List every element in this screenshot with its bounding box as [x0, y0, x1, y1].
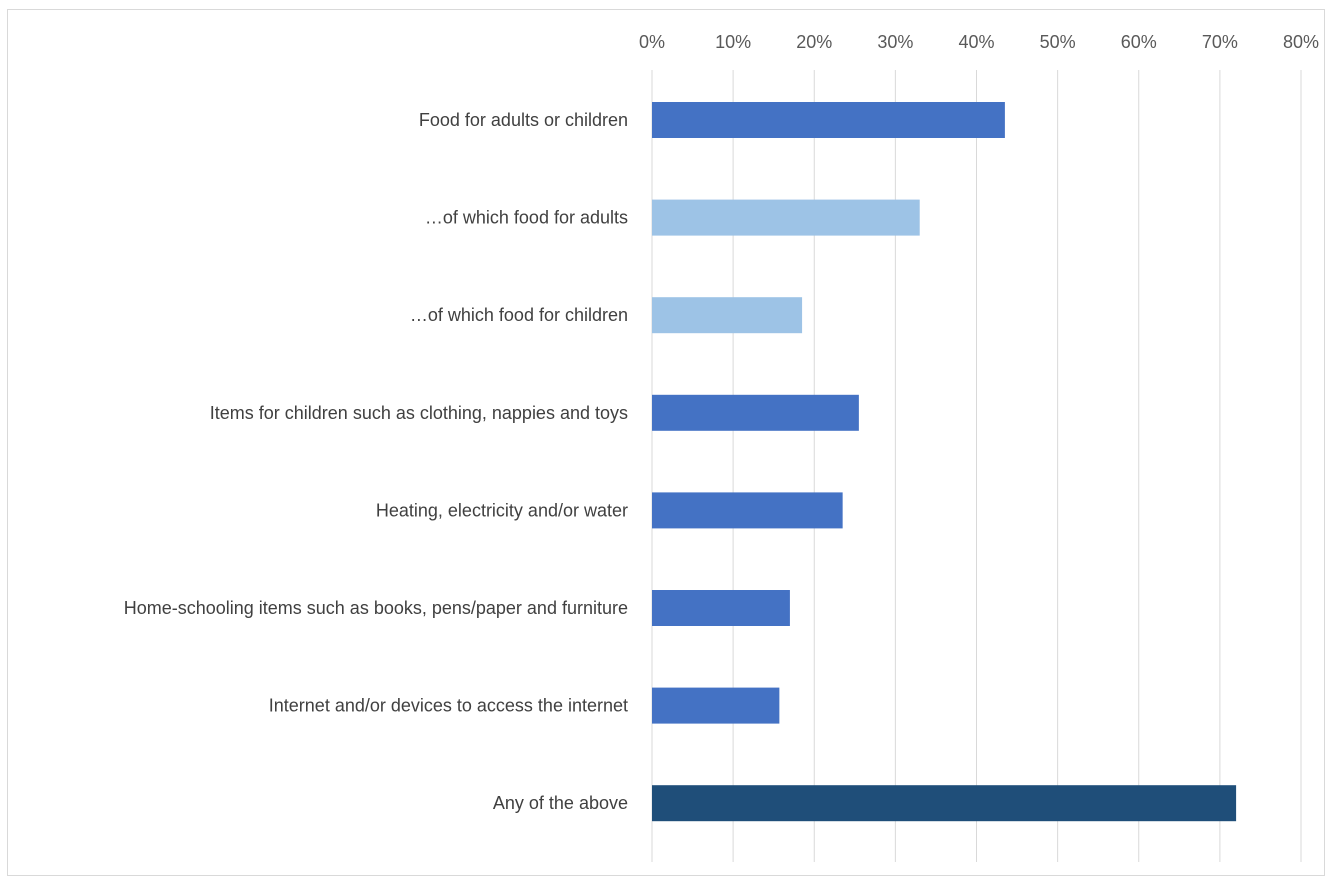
x-tick-label: 0% [639, 32, 665, 52]
bar [652, 785, 1237, 822]
bar [652, 687, 780, 724]
chart-frame [7, 9, 1325, 876]
x-tick-label: 10% [715, 32, 751, 52]
x-tick-label: 20% [796, 32, 832, 52]
x-axis-tick-labels: 0% 10% 20% 30% 40% 50% 60% 70% 80% [639, 32, 1319, 52]
bar [652, 590, 790, 626]
x-tick-label: 70% [1202, 32, 1238, 52]
category-labels: Food for adults or children …of which foo… [124, 110, 628, 813]
bar [652, 102, 1005, 138]
bar [652, 492, 843, 529]
bar [652, 199, 920, 236]
gridlines [651, 70, 1302, 862]
x-tick-label: 40% [958, 32, 994, 52]
category-label: Home-schooling items such as books, pens… [124, 598, 628, 618]
x-tick-label: 80% [1283, 32, 1319, 52]
category-label: Items for children such as clothing, nap… [210, 403, 628, 423]
category-label: …of which food for adults [425, 208, 628, 228]
category-label: Internet and/or devices to access the in… [269, 696, 628, 716]
bar [652, 394, 859, 431]
x-tick-label: 30% [877, 32, 913, 52]
category-label: Any of the above [493, 793, 628, 813]
x-tick-label: 50% [1040, 32, 1076, 52]
category-label: Food for adults or children [419, 110, 628, 130]
category-label: …of which food for children [410, 305, 628, 325]
bars [652, 102, 1237, 822]
bar [652, 297, 803, 334]
x-tick-label: 60% [1121, 32, 1157, 52]
category-label: Heating, electricity and/or water [376, 500, 628, 520]
